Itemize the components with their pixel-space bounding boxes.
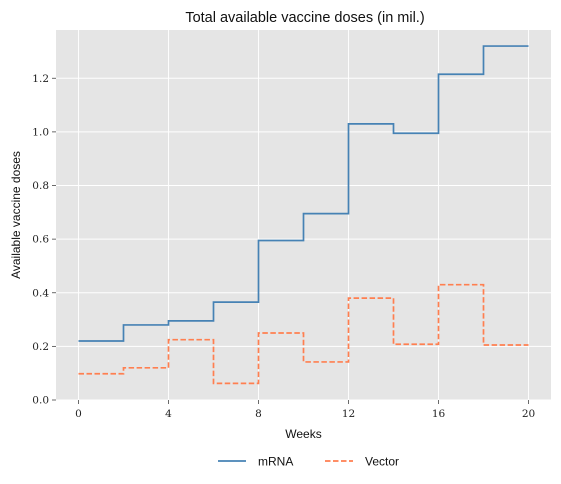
x-tick-label: 16 [432,408,446,420]
x-tick-label: 20 [522,408,535,420]
x-axis-ticks: 0 4 8 12 16 20 [75,400,535,420]
series-lines [78,45,529,385]
y-axis-ticks: 0.0 0.2 0.4 0.6 0.8 1.0 1.2 [32,73,56,407]
y-axis-label: Available vaccine doses [9,151,23,279]
y-tick-label: 0.4 [32,287,49,299]
x-tick-label: 4 [165,408,172,420]
chart-title: Total available vaccine doses (in mil.) [185,10,424,26]
series-line-mrna [78,45,529,342]
series-line-vector [78,283,529,385]
y-tick-label: 0.8 [32,180,49,192]
legend-label-vector: Vector [365,455,399,469]
legend-label-mrna: mRNA [258,455,293,469]
y-tick-label: 0.2 [32,341,49,353]
y-tick-label: 1.0 [32,126,49,138]
y-tick-label: 0.6 [32,234,49,246]
x-tick-label: 8 [255,408,262,420]
y-tick-label: 0.0 [32,395,49,407]
x-tick-label: 12 [342,408,355,420]
legend: mRNA Vector [218,455,399,469]
x-tick-label: 0 [75,408,82,420]
y-tick-label: 1.2 [32,73,49,85]
x-axis-label: Weeks [285,427,321,441]
